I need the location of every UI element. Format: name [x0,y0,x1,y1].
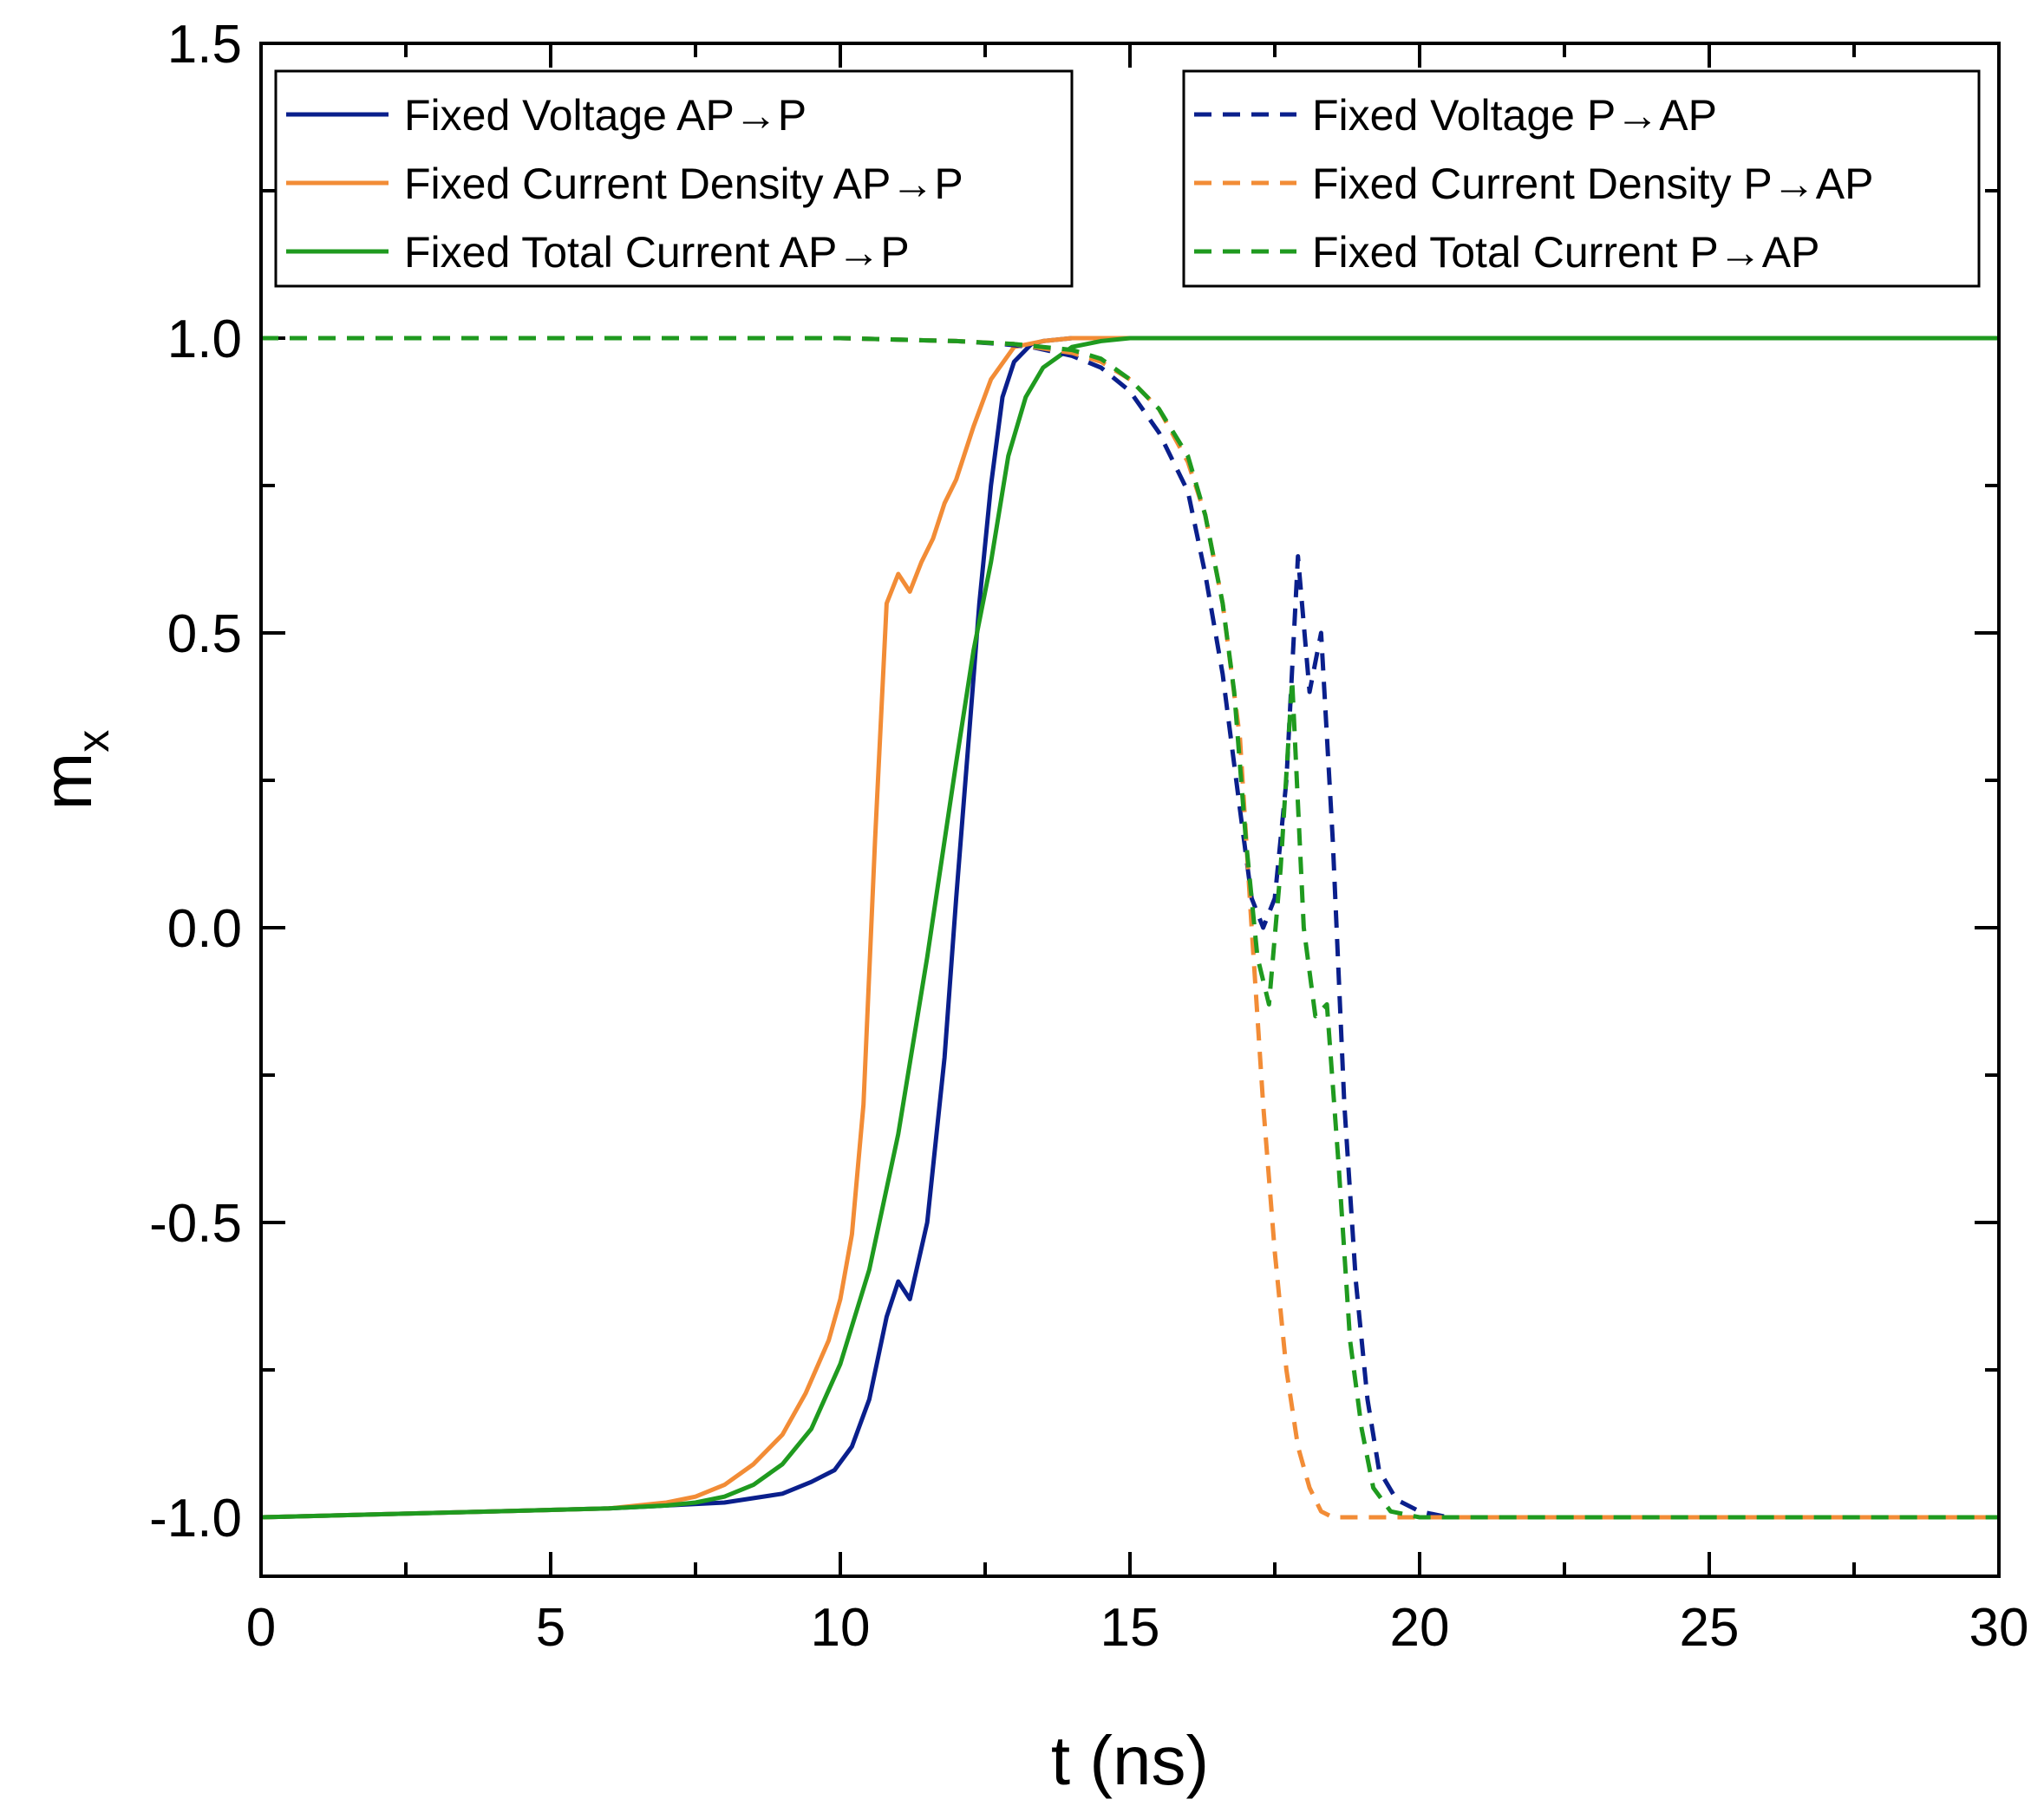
x-tick-label: 30 [1969,1598,2029,1658]
legend-label-3: Fixed Total Current AP→P [404,228,910,277]
y-tick-label: -0.5 [149,1194,242,1254]
y-tick-label: 0.0 [167,899,242,959]
series-line-4 [261,336,1999,1520]
legend-label-4: Fixed Voltage P→AP [1312,91,1717,140]
x-tick-label: 25 [1680,1598,1740,1658]
legend-label-6: Fixed Total Current P→AP [1312,228,1819,277]
axis-tick-labels: 0 5 10 15 20 25 30 -1.0 -0.5 0.0 0.5 1.0 1.5 [149,15,2028,1658]
x-tick-label: 20 [1390,1598,1450,1658]
x-axis-title: t (ns) [1051,1722,1209,1799]
y-tick-label: 1.5 [167,15,242,75]
legend-label-2: Fixed Current Density AP→P [404,160,963,208]
x-tick-label: 10 [811,1598,871,1658]
series-line-6 [261,336,1999,1520]
legend-left-box [274,69,1074,288]
series-layer [260,336,1999,1520]
series-line-1 [260,336,1999,1520]
legend-left: Fixed Voltage AP→P Fixed Current Density … [274,69,1074,288]
plot-frame [259,42,2001,1578]
legend-label-1: Fixed Voltage AP→P [404,91,806,140]
series-line-3 [260,336,1999,1520]
x-tick-label: 15 [1100,1598,1160,1658]
x-tick-label: 0 [246,1598,276,1658]
y-tick-label: -1.0 [149,1489,242,1548]
series-line-2 [260,336,1999,1520]
y-axis-title: mx [29,730,119,811]
legend-label-5: Fixed Current Density P→AP [1312,160,1873,208]
y-tick-label: 0.5 [167,604,242,664]
legend-right: Fixed Voltage P→AP Fixed Current Density … [1182,69,1981,288]
legend-right-box [1182,69,1981,288]
series-line-5 [261,336,1999,1520]
x-tick-label: 5 [536,1598,565,1658]
y-axis-title-subscript: x [69,730,119,753]
y-axis-title-main: m [29,753,106,811]
y-tick-label: 1.0 [167,310,242,369]
